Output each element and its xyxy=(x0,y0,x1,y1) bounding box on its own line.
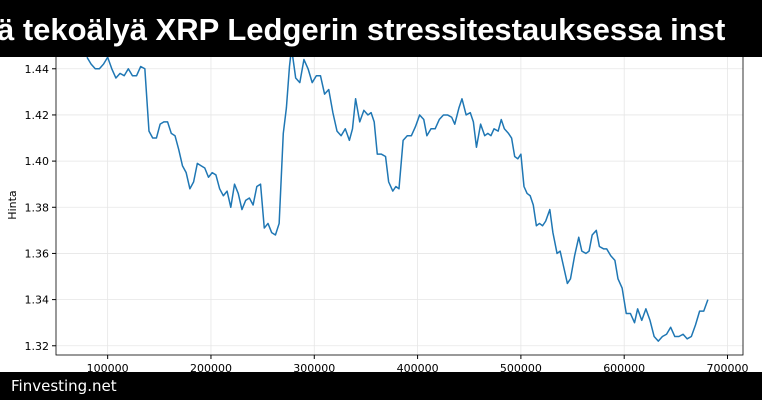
y-tick-label: 1.36 xyxy=(25,247,50,260)
y-axis-label: Hinta xyxy=(6,190,19,219)
x-tick-label: 100000 xyxy=(87,362,129,375)
y-tick-label: 1.44 xyxy=(25,63,50,76)
x-tick-label: 700000 xyxy=(707,362,749,375)
title-bar xyxy=(0,0,762,57)
x-tick-label: 500000 xyxy=(500,362,542,375)
x-tick-label: 300000 xyxy=(293,362,335,375)
x-tick-label: 400000 xyxy=(397,362,439,375)
y-tick-label: 1.32 xyxy=(25,340,50,353)
y-tick-label: 1.40 xyxy=(25,155,50,168)
y-tick-label: 1.34 xyxy=(25,294,50,307)
y-tick-label: 1.42 xyxy=(25,109,50,122)
footer-text: Finvesting.net xyxy=(11,377,117,395)
axes-frame xyxy=(55,47,744,356)
y-tick-label: 1.38 xyxy=(25,201,50,214)
price-line xyxy=(86,47,709,342)
x-tick-label: 600000 xyxy=(603,362,645,375)
footer-bar xyxy=(0,372,762,400)
chart-title: ä tekoälyä XRP Ledgerin stressitestaukse… xyxy=(0,12,725,47)
x-tick-label: 200000 xyxy=(190,362,232,375)
